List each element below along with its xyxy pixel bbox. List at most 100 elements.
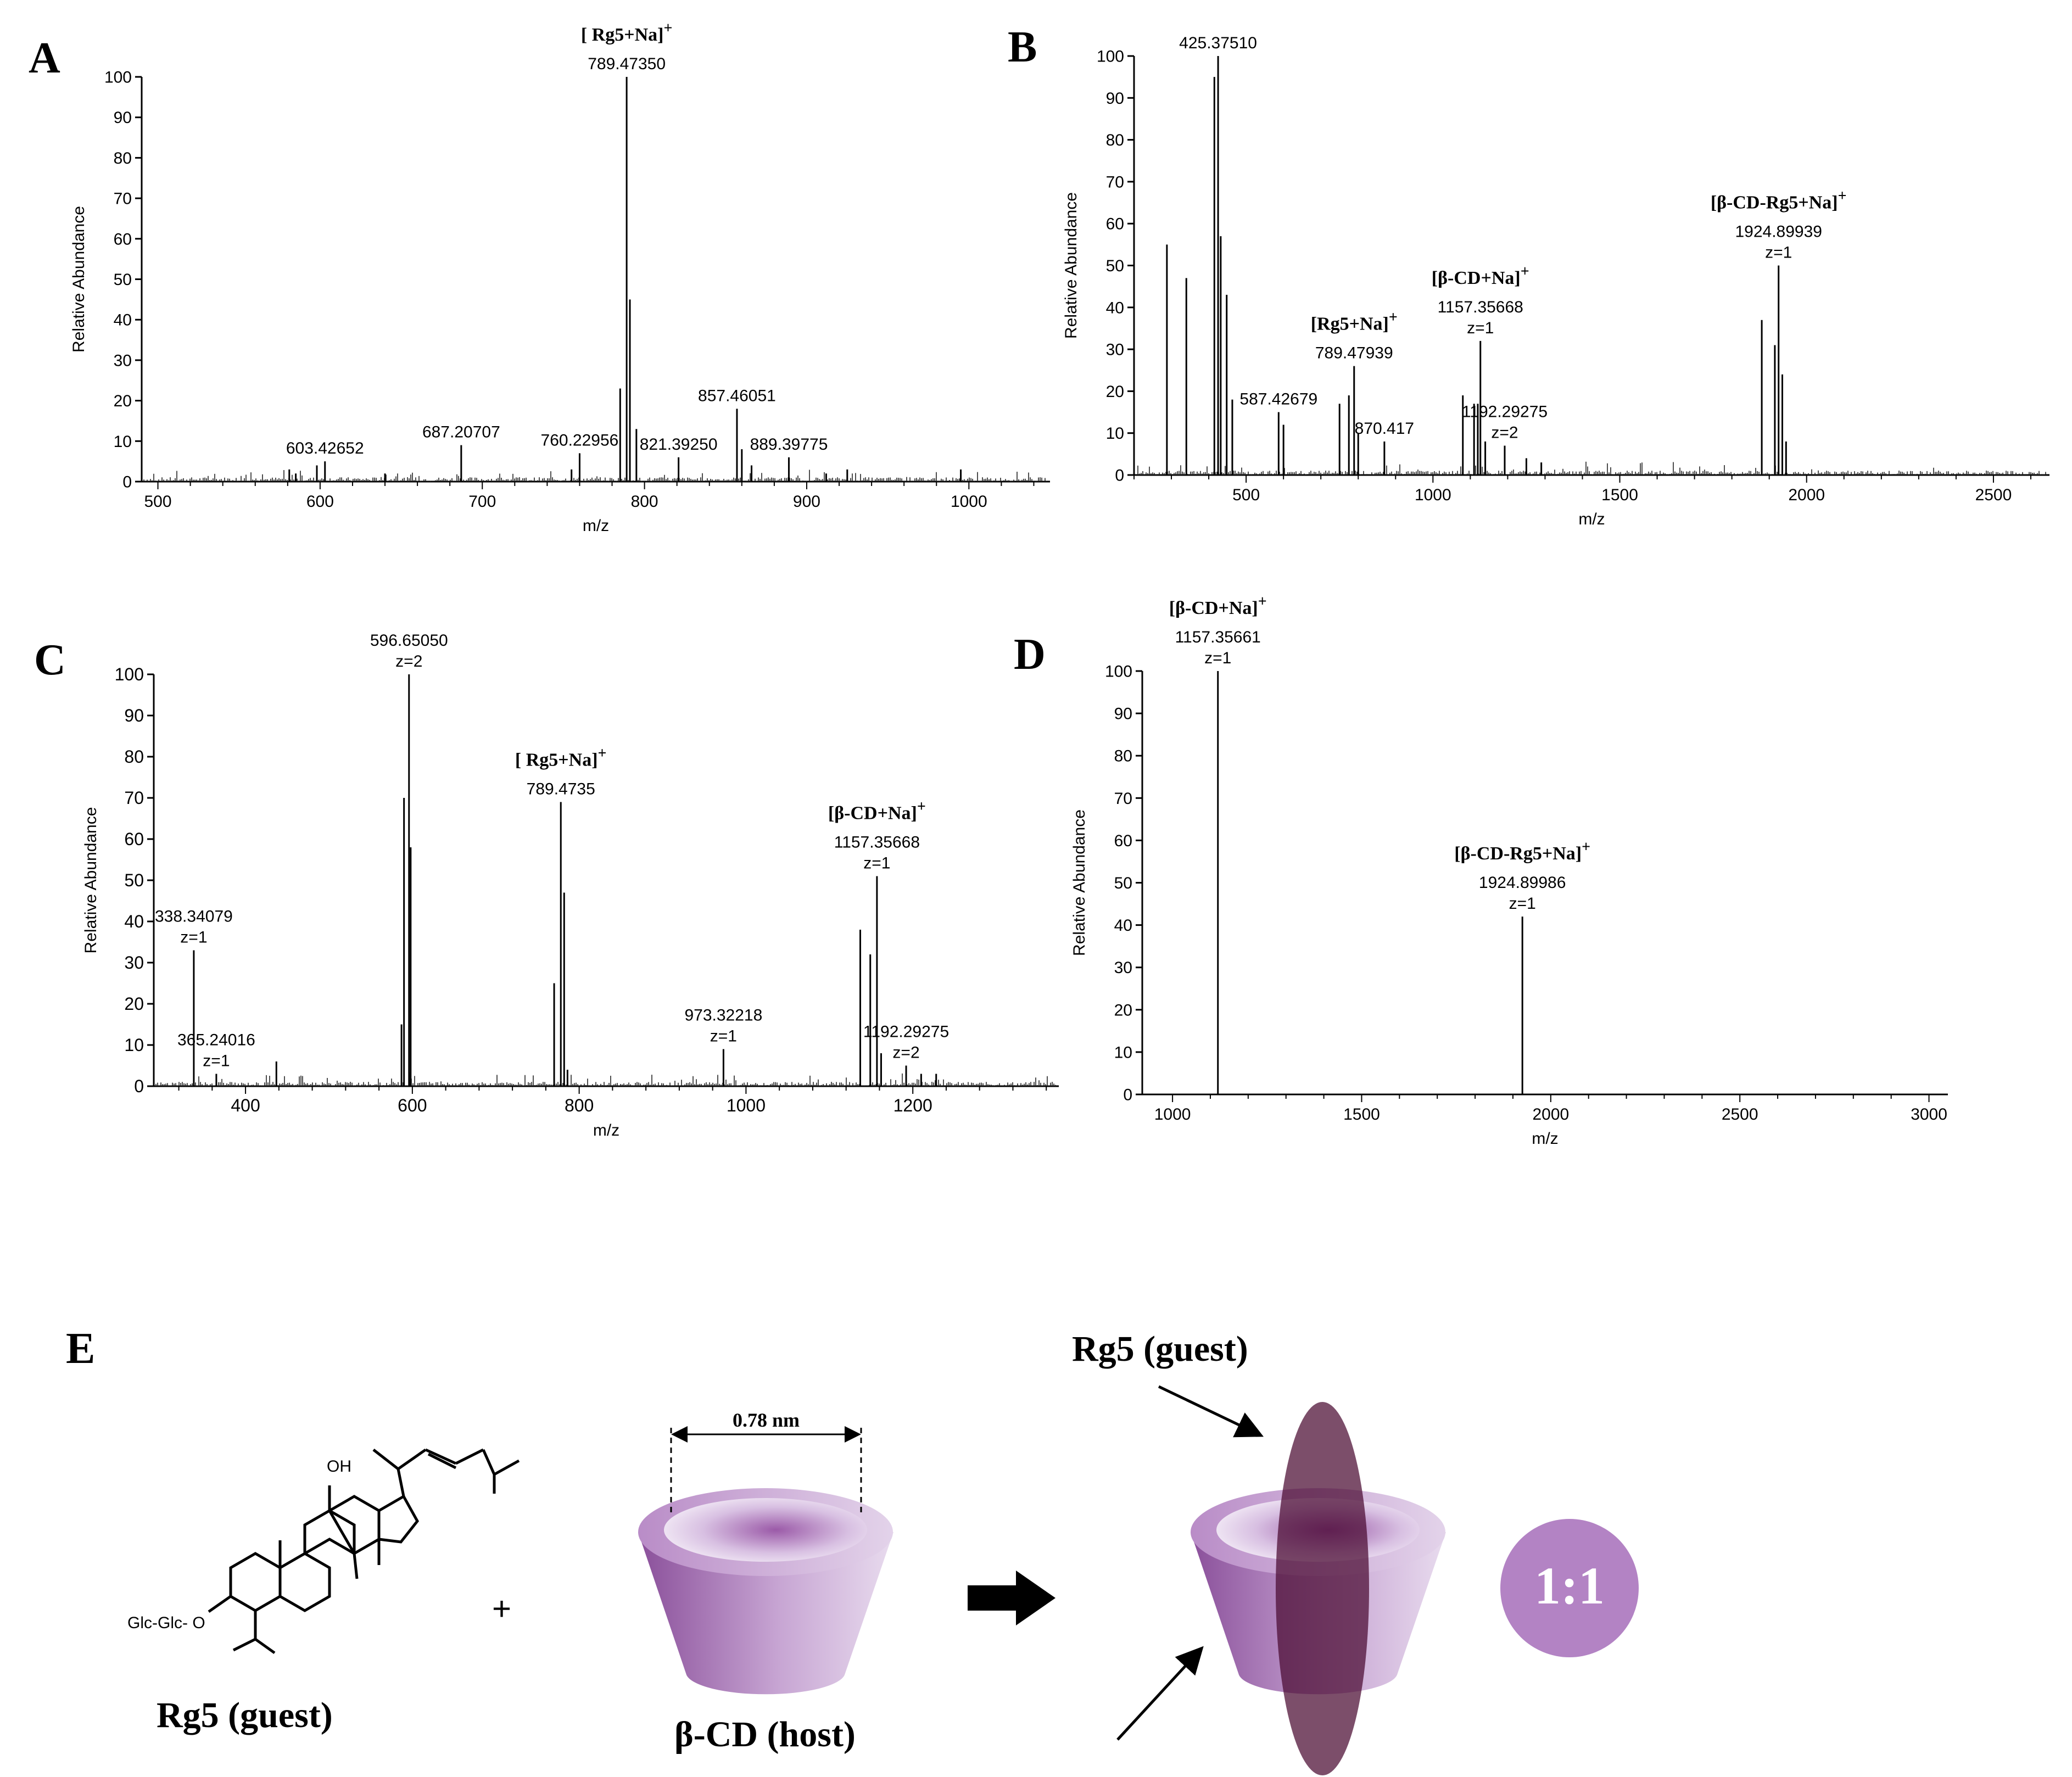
rg5-glc-label: Glc-Glc- O (127, 1614, 205, 1632)
rg5-structure (208, 1448, 520, 1655)
x-tick-label: 2000 (1788, 486, 1825, 504)
chart-a: 0 10 20 30 40 50 60 70 80 90 100 500 600 700 800 900 100… (70, 20, 1050, 535)
guest-arrow-bottom (1116, 1646, 1204, 1741)
x-tick-label: 800 (565, 1096, 594, 1115)
x-tick-label: 2500 (1975, 486, 2012, 504)
y-tick-label: 30 (114, 351, 132, 370)
peak-mz-label: 587.42679 (1239, 390, 1317, 409)
x-tick-label: 700 (468, 493, 496, 511)
x-tick-label: 1000 (951, 493, 987, 511)
reaction-arrow (968, 1571, 1055, 1625)
peak-charge-label: z=1 (1204, 649, 1231, 667)
inclusion-complex (1191, 1402, 1446, 1775)
y-tick-label: 10 (124, 1035, 144, 1055)
y-tick-label: 60 (124, 829, 144, 849)
panel-letter-c: C (34, 636, 66, 684)
peak-charge-label: z=1 (710, 1027, 737, 1046)
y-tick-label: 80 (114, 149, 132, 167)
peak-charge-label: z=1 (180, 929, 207, 947)
x-tick-label: 500 (144, 493, 172, 511)
y-tick-label: 20 (1106, 383, 1124, 401)
chart-c: 0 10 20 30 40 50 60 70 80 90 100 400 600 800 1000 1200 m… (82, 632, 1059, 1139)
x-tick-label: 1500 (1343, 1105, 1380, 1124)
x-tick-label: 1000 (727, 1096, 766, 1115)
ratio-badge (1500, 1519, 1639, 1657)
y-axis-label: Relative Abundance (1062, 192, 1080, 339)
y-tick-label: 40 (1114, 917, 1132, 935)
y-tick-label: 90 (1106, 90, 1124, 108)
y-tick-label: 50 (114, 271, 132, 289)
peak-mz-label: 596.65050 (370, 632, 448, 650)
y-tick-label: 40 (114, 311, 132, 329)
y-tick-label: 30 (124, 953, 144, 973)
rg5-guest-ellipse (1276, 1402, 1369, 1775)
peak-ion-label: [β-CD+Na]+ (1432, 263, 1529, 288)
x-tick-label: 600 (398, 1096, 427, 1115)
y-tick-label: 0 (1123, 1086, 1132, 1104)
y-tick-label: 60 (1114, 832, 1132, 850)
y-tick-label: 100 (1105, 663, 1132, 681)
peak-charge-label: z=2 (892, 1044, 919, 1062)
y-tick-label: 10 (1114, 1043, 1132, 1061)
baseline-noise (1136, 461, 2046, 475)
x-tick-label: 2000 (1532, 1105, 1569, 1124)
peak-mz-label: 365.24016 (177, 1031, 255, 1049)
peak-charge-label: z=1 (203, 1052, 230, 1070)
y-tick-label: 30 (1106, 341, 1124, 359)
y-tick-label: 10 (114, 433, 132, 451)
panel-letter-b: B (1008, 23, 1037, 71)
peak-mz-label: 338.34079 (155, 908, 233, 926)
peak-charge-label: z=2 (1491, 424, 1518, 442)
y-tick-label: 0 (122, 473, 132, 491)
y-tick-label: 40 (1106, 299, 1124, 317)
y-tick-label: 40 (124, 912, 144, 931)
cavity-width-label: 0.78 nm (733, 1409, 800, 1431)
y-tick-label: 80 (1114, 747, 1132, 765)
chart-d: 0 10 20 30 40 50 60 70 80 90 100 1000 1500 2000 2500 30… (1070, 593, 1948, 1148)
x-tick-label: 1500 (1601, 486, 1638, 504)
y-tick-label: 50 (124, 870, 144, 890)
y-axis-label: Relative Abundance (70, 206, 88, 353)
x-tick-label: 500 (1232, 486, 1260, 504)
y-tick-label: 20 (124, 994, 144, 1014)
peak-mz-label: 687.20707 (422, 423, 500, 442)
rg5-oh-label: OH (327, 1457, 351, 1476)
peak-mz-label: 1924.89986 (1479, 874, 1566, 892)
y-tick-label: 70 (1114, 790, 1132, 808)
beta-cd-host (638, 1488, 893, 1695)
x-axis-label: m/z (593, 1121, 619, 1139)
x-tick-label: 900 (793, 493, 820, 511)
panel-letter-a: A (29, 34, 60, 82)
peak-charge-label: z=1 (863, 854, 890, 873)
peak-mz-label: 821.39250 (640, 435, 718, 454)
plus-sign: + (492, 1590, 511, 1627)
peak-mz-label: 1157.35668 (834, 834, 920, 852)
peak-mz-label: 789.47350 (588, 55, 666, 73)
peak-ion-label: [β-CD-Rg5+Na]+ (1454, 839, 1590, 864)
y-tick-label: 90 (124, 706, 144, 725)
chart-b: 0 10 20 30 40 50 60 70 80 90 100 500 1000 1500 2000 250… (1062, 34, 2049, 528)
peak-mz-label: 760.22956 (541, 431, 619, 449)
y-axis-label: Relative Abundance (82, 807, 100, 954)
baseline-noise (143, 470, 1047, 482)
peak-mz-label: 1157.35661 (1175, 628, 1261, 646)
peak-mz-label: 603.42652 (286, 439, 364, 457)
panel-letter-d: D (1014, 630, 1046, 679)
peak-mz-label: 1924.89939 (1735, 223, 1822, 241)
y-tick-label: 100 (115, 664, 144, 684)
y-tick-label: 70 (124, 788, 144, 808)
peak-mz-label: 425.37510 (1179, 34, 1257, 52)
peak-ion-label: [ Rg5+Na]+ (515, 745, 607, 770)
y-tick-label: 30 (1114, 959, 1132, 977)
peak-ion-label: [Rg5+Na]+ (1311, 309, 1398, 334)
y-tick-label: 100 (104, 69, 132, 87)
panel-d: D 0 10 20 30 40 50 60 70 80 90 100 1000 1500 2000 2500… (1014, 593, 1948, 1148)
peak-mz-label: 889.39775 (750, 435, 828, 454)
y-tick-label: 50 (1106, 257, 1124, 275)
guest-arrow-top (1158, 1385, 1264, 1438)
panel-a: A 0 10 20 30 40 50 60 70 80 90 100 500 600 700 800 900 1… (29, 20, 1050, 535)
peak-charge-label: z=1 (1467, 319, 1494, 337)
x-tick-label: 3000 (1911, 1105, 1947, 1124)
y-tick-label: 80 (1106, 131, 1124, 149)
y-tick-label: 60 (1106, 215, 1124, 233)
